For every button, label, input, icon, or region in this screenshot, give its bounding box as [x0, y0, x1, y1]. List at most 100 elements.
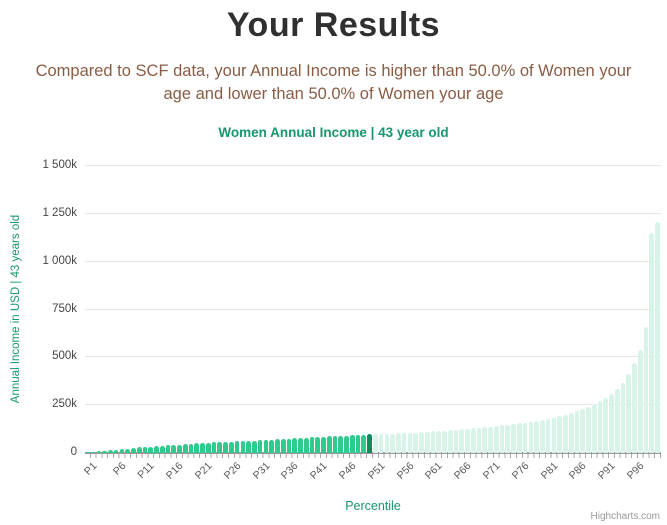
percentile-bar[interactable] [177, 444, 182, 453]
percentile-bar[interactable] [292, 438, 298, 453]
percentile-bar[interactable] [384, 434, 390, 453]
percentile-bar[interactable] [113, 449, 119, 453]
percentile-bar[interactable] [574, 411, 580, 453]
percentile-bar[interactable] [148, 446, 154, 453]
percentile-bar[interactable] [217, 442, 223, 453]
percentile-bar[interactable] [355, 435, 361, 453]
percentile-bar[interactable] [131, 448, 136, 453]
percentile-bar[interactable] [453, 429, 459, 453]
percentile-bar[interactable] [211, 442, 217, 453]
percentile-bar[interactable] [234, 441, 240, 453]
percentile-bar[interactable] [194, 443, 200, 453]
percentile-bar[interactable] [499, 425, 505, 453]
percentile-bar[interactable] [240, 441, 246, 453]
percentile-bar[interactable] [586, 406, 591, 453]
percentile-bar[interactable] [280, 439, 286, 453]
percentile-bar[interactable] [309, 437, 315, 453]
percentile-bar[interactable] [401, 433, 407, 453]
percentile-bar[interactable] [321, 436, 326, 453]
percentile-bar[interactable] [188, 443, 194, 453]
percentile-bar[interactable] [315, 436, 321, 453]
percentile-bar[interactable] [263, 440, 269, 453]
percentile-bar[interactable] [413, 432, 418, 453]
percentile-bar[interactable] [223, 441, 228, 453]
percentile-bar[interactable] [142, 446, 148, 453]
percentile-bar[interactable] [505, 424, 511, 453]
highcharts-credit[interactable]: Highcharts.com [590, 511, 660, 522]
percentile-bar[interactable] [396, 433, 401, 453]
percentile-bar[interactable] [119, 449, 125, 453]
percentile-bar[interactable] [326, 436, 332, 453]
percentile-bar[interactable] [430, 431, 436, 453]
percentile-bar[interactable] [286, 438, 292, 453]
percentile-bar[interactable] [563, 414, 568, 453]
percentile-bar[interactable] [540, 419, 545, 453]
percentile-bar[interactable] [522, 422, 528, 453]
percentile-bar[interactable] [637, 349, 643, 453]
percentile-bar[interactable] [303, 437, 309, 453]
percentile-bar[interactable] [643, 326, 649, 453]
percentile-bar[interactable] [136, 447, 142, 453]
percentile-bar[interactable] [511, 424, 516, 453]
percentile-bar[interactable] [620, 383, 626, 453]
percentile-bar[interactable] [154, 446, 159, 453]
percentile-bar[interactable] [246, 440, 251, 453]
percentile-bar[interactable] [517, 423, 522, 453]
percentile-bar[interactable] [344, 435, 349, 453]
percentile-bar[interactable] [470, 428, 476, 453]
percentile-bar[interactable] [551, 417, 557, 453]
percentile-bar[interactable] [378, 434, 384, 453]
percentile-bar[interactable] [252, 440, 257, 453]
percentile-bar[interactable] [102, 450, 107, 453]
percentile-bar[interactable] [85, 452, 90, 453]
percentile-bar[interactable] [534, 420, 539, 453]
percentile-bar[interactable] [591, 404, 597, 453]
percentile-bar[interactable] [649, 232, 655, 453]
percentile-bar[interactable] [424, 431, 430, 453]
percentile-bar[interactable] [626, 374, 632, 453]
percentile-bar[interactable] [298, 438, 303, 453]
percentile-bar[interactable] [609, 394, 614, 453]
percentile-bar[interactable] [407, 432, 413, 453]
percentile-bar[interactable] [361, 434, 367, 453]
percentile-bar[interactable] [447, 430, 453, 453]
percentile-bar[interactable] [200, 443, 205, 453]
percentile-bar[interactable] [390, 433, 395, 453]
percentile-bar[interactable] [603, 398, 609, 453]
percentile-bar[interactable] [338, 435, 344, 453]
user-percentile-bar[interactable] [367, 434, 372, 453]
percentile-bar[interactable] [632, 363, 637, 453]
percentile-bar[interactable] [269, 439, 274, 453]
percentile-bar[interactable] [275, 439, 280, 453]
percentile-bar[interactable] [442, 430, 447, 453]
percentile-bar[interactable] [332, 436, 338, 453]
percentile-bar[interactable] [488, 426, 493, 453]
percentile-bar[interactable] [476, 427, 482, 453]
percentile-bar[interactable] [482, 427, 488, 453]
percentile-bar[interactable] [205, 442, 211, 453]
percentile-bar[interactable] [545, 418, 551, 453]
percentile-bar[interactable] [159, 445, 165, 453]
percentile-bar[interactable] [655, 221, 660, 453]
percentile-bar[interactable] [171, 444, 177, 453]
percentile-bar[interactable] [580, 409, 586, 453]
percentile-bar[interactable] [419, 432, 424, 453]
percentile-bar[interactable] [528, 421, 534, 453]
percentile-bar[interactable] [108, 450, 113, 453]
percentile-bar[interactable] [557, 416, 562, 453]
percentile-bar[interactable] [182, 444, 188, 453]
percentile-bar[interactable] [165, 445, 171, 453]
percentile-bar[interactable] [125, 448, 130, 453]
percentile-bar[interactable] [597, 401, 603, 453]
percentile-bar[interactable] [257, 440, 263, 453]
percentile-bar[interactable] [90, 452, 96, 453]
percentile-bar[interactable] [614, 389, 620, 453]
percentile-bar[interactable] [373, 434, 378, 453]
percentile-bar[interactable] [459, 429, 465, 453]
percentile-bar[interactable] [436, 431, 442, 453]
percentile-bar[interactable] [229, 441, 234, 453]
percentile-bar[interactable] [493, 426, 499, 453]
percentile-bar[interactable] [568, 413, 574, 453]
percentile-bar[interactable] [349, 435, 355, 453]
percentile-bar[interactable] [96, 451, 102, 453]
